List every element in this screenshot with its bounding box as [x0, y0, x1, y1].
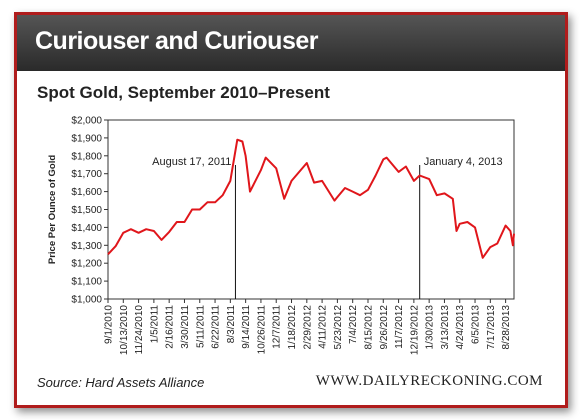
x-tick-label: 3/13/2013 — [440, 305, 451, 350]
x-tick-label: 9/1/2010 — [104, 305, 115, 344]
y-tick-label: $1,200 — [71, 259, 102, 270]
card: Curiouser and Curiouser Spot Gold, Septe… — [14, 12, 568, 408]
x-tick-label: 12/7/2011 — [272, 305, 283, 349]
y-tick-label: $1,000 — [71, 295, 102, 306]
x-tick-label: 5/11/2011 — [195, 305, 206, 348]
annotation: January 4, 2013 — [424, 156, 503, 168]
x-tick-label: 1/30/2013 — [425, 305, 436, 350]
y-tick-label: $1,900 — [71, 133, 102, 144]
y-tick-label: $1,700 — [71, 169, 102, 180]
x-tick-label: 9/14/2011 — [241, 305, 252, 349]
x-tick-label: 11/7/2012 — [394, 305, 405, 349]
chart-title: Spot Gold, September 2010–Present — [37, 83, 330, 102]
x-tick-label: 1/18/2012 — [287, 305, 298, 350]
price-line — [107, 138, 515, 259]
x-tick-label: 6/22/2011 — [211, 305, 222, 349]
chart: $1,000 $1,100 $1,200 $1,300 $1,400 $1,500 $1,6… — [47, 116, 515, 355]
x-tick-label: 10/13/2010 — [119, 305, 130, 355]
y-tick-label: $1,800 — [71, 151, 102, 162]
x-tick-label: 4/24/2013 — [455, 305, 466, 350]
y-tick-label: $2,000 — [71, 116, 102, 127]
x-tick-label: 5/23/2012 — [333, 305, 344, 350]
y-tick-label: $1,100 — [71, 277, 102, 288]
x-tick-label: 3/30/2011 — [180, 305, 191, 349]
x-tick-label: 2/16/2011 — [165, 305, 176, 349]
credit: WWW.DAILYRECKONING.COM — [315, 373, 543, 389]
x-tick-label: 6/5/2013 — [471, 305, 482, 344]
y-tick-label: $1,500 — [71, 205, 102, 216]
x-tick-label: 10/26/2011 — [256, 305, 267, 355]
x-tick-label: 9/26/2012 — [379, 305, 390, 350]
title-bar: Curiouser and Curiouser — [17, 15, 565, 71]
source: Source: Hard Assets Alliance — [37, 375, 205, 390]
x-tick-label: 7/4/2012 — [348, 305, 359, 344]
y-tick-label: $1,400 — [71, 223, 102, 234]
x-tick-label: 8/15/2012 — [363, 305, 374, 350]
x-tick-label: 8/3/2011 — [226, 305, 237, 344]
y-tick-label: $1,300 — [71, 241, 102, 252]
x-tick-label: 1/5/2011 — [149, 305, 160, 344]
x-tick-label: 12/19/2012 — [409, 305, 420, 355]
x-tick-label: 11/24/2010 — [134, 305, 145, 355]
annotation: August 17, 2011 — [152, 156, 231, 168]
x-tick-label: 2/29/2012 — [302, 305, 313, 350]
x-tick-label: 4/11/2012 — [318, 305, 329, 349]
x-tick-label: 8/28/2013 — [501, 305, 512, 350]
y-tick-label: $1,600 — [71, 187, 102, 198]
x-tick-label: 7/17/2013 — [486, 305, 497, 350]
page-title: Curiouser and Curiouser — [35, 27, 319, 55]
y-axis-label: Price Per Ounce of Gold — [47, 155, 58, 264]
